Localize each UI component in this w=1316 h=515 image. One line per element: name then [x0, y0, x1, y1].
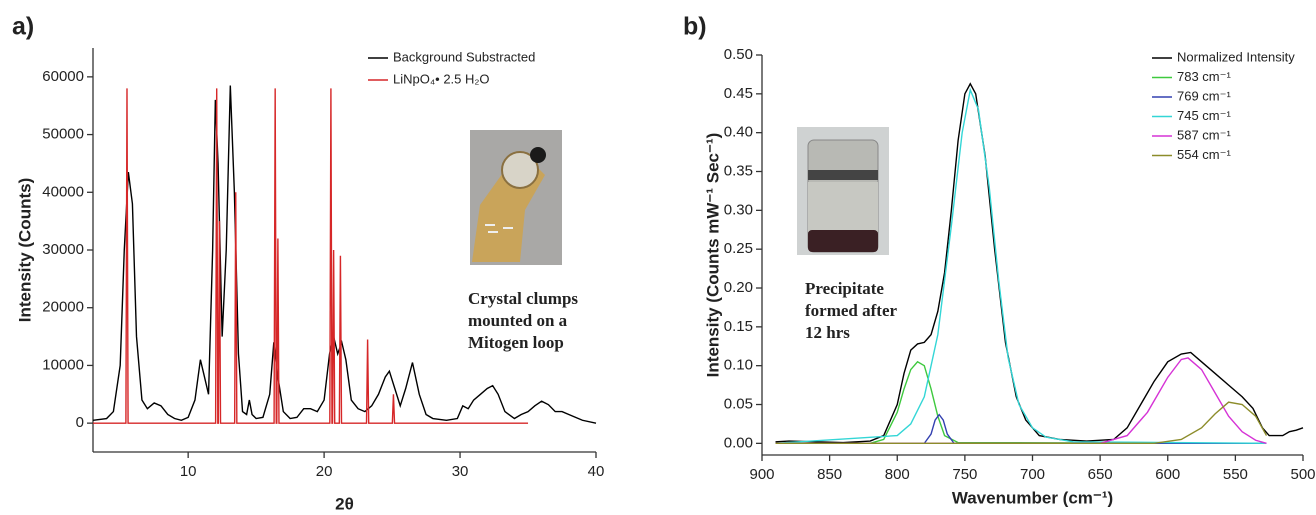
legend-label: Background Substracted: [393, 49, 535, 64]
y-tick-label: 0.30: [724, 201, 753, 218]
x-tick-label: 800: [885, 466, 910, 483]
y-tick-label: 0.15: [724, 318, 753, 335]
annotation: mounted on a: [468, 311, 568, 330]
y-tick-label: 0.50: [724, 46, 753, 63]
inset-photo: [470, 130, 562, 265]
y-tick-label: 0.05: [724, 395, 753, 412]
y-tick-label: 10000: [42, 356, 84, 373]
series-line: [775, 360, 1267, 445]
legend-label: 783 cm⁻¹: [1177, 69, 1231, 84]
x-tick-label: 600: [1155, 466, 1180, 483]
x-tick-label: 650: [1088, 466, 1113, 483]
x-tick-label: 20: [316, 463, 333, 480]
y-tick-label: 0.10: [724, 357, 753, 374]
annotation: Crystal clumps: [468, 289, 578, 308]
inset-photo: [797, 127, 889, 255]
y-tick-label: 0.00: [724, 434, 753, 451]
annotation: Mitogen loop: [468, 333, 564, 352]
y-tick-label: 0.35: [724, 162, 753, 179]
series-line: [775, 413, 1267, 445]
series-line: [92, 85, 597, 424]
legend-label: 745 cm⁻¹: [1177, 108, 1231, 123]
x-axis-title: 2θ: [335, 494, 354, 513]
x-tick-label: 40: [588, 463, 605, 480]
series-line: [775, 357, 1267, 445]
x-axis-title: Wavenumber (cm⁻¹): [952, 488, 1113, 507]
legend-label: 587 cm⁻¹: [1177, 127, 1231, 142]
legend-label: 554 cm⁻¹: [1177, 147, 1231, 162]
annotation: formed after: [805, 301, 897, 320]
y-axis-title: Intensity (Counts): [15, 178, 34, 323]
series-line: [775, 82, 1304, 444]
y-tick-label: 20000: [42, 299, 84, 316]
y-tick-label: 0.40: [724, 124, 753, 141]
y-axis-title: Intensity (Counts mW⁻¹ Sec⁻¹): [703, 133, 722, 378]
y-tick-label: 50000: [42, 126, 84, 143]
panel-label: b): [683, 13, 707, 41]
x-tick-label: 500: [1290, 466, 1315, 483]
x-tick-label: 850: [817, 466, 842, 483]
legend-label: LiNpO₄• 2.5 H₂O: [393, 71, 490, 86]
annotation: Precipitate: [805, 279, 884, 298]
series-line: [775, 87, 1267, 445]
y-tick-label: 60000: [42, 68, 84, 85]
x-tick-label: 750: [952, 466, 977, 483]
y-tick-label: 0.25: [724, 240, 753, 257]
x-tick-label: 550: [1223, 466, 1248, 483]
legend-label: Normalized Intensity: [1177, 49, 1295, 64]
y-tick-label: 30000: [42, 241, 84, 258]
x-tick-label: 700: [1020, 466, 1045, 483]
series-line: [775, 401, 1268, 445]
y-tick-label: 40000: [42, 183, 84, 200]
y-tick-label: 0: [76, 414, 84, 431]
y-tick-label: 0.45: [724, 85, 753, 102]
x-tick-label: 10: [180, 463, 197, 480]
x-tick-label: 900: [749, 466, 774, 483]
series-line: [93, 88, 529, 424]
y-tick-label: 0.20: [724, 279, 753, 296]
panel-label: a): [12, 13, 34, 41]
x-tick-label: 30: [452, 463, 469, 480]
legend-label: 769 cm⁻¹: [1177, 88, 1231, 103]
annotation: 12 hrs: [805, 323, 850, 342]
